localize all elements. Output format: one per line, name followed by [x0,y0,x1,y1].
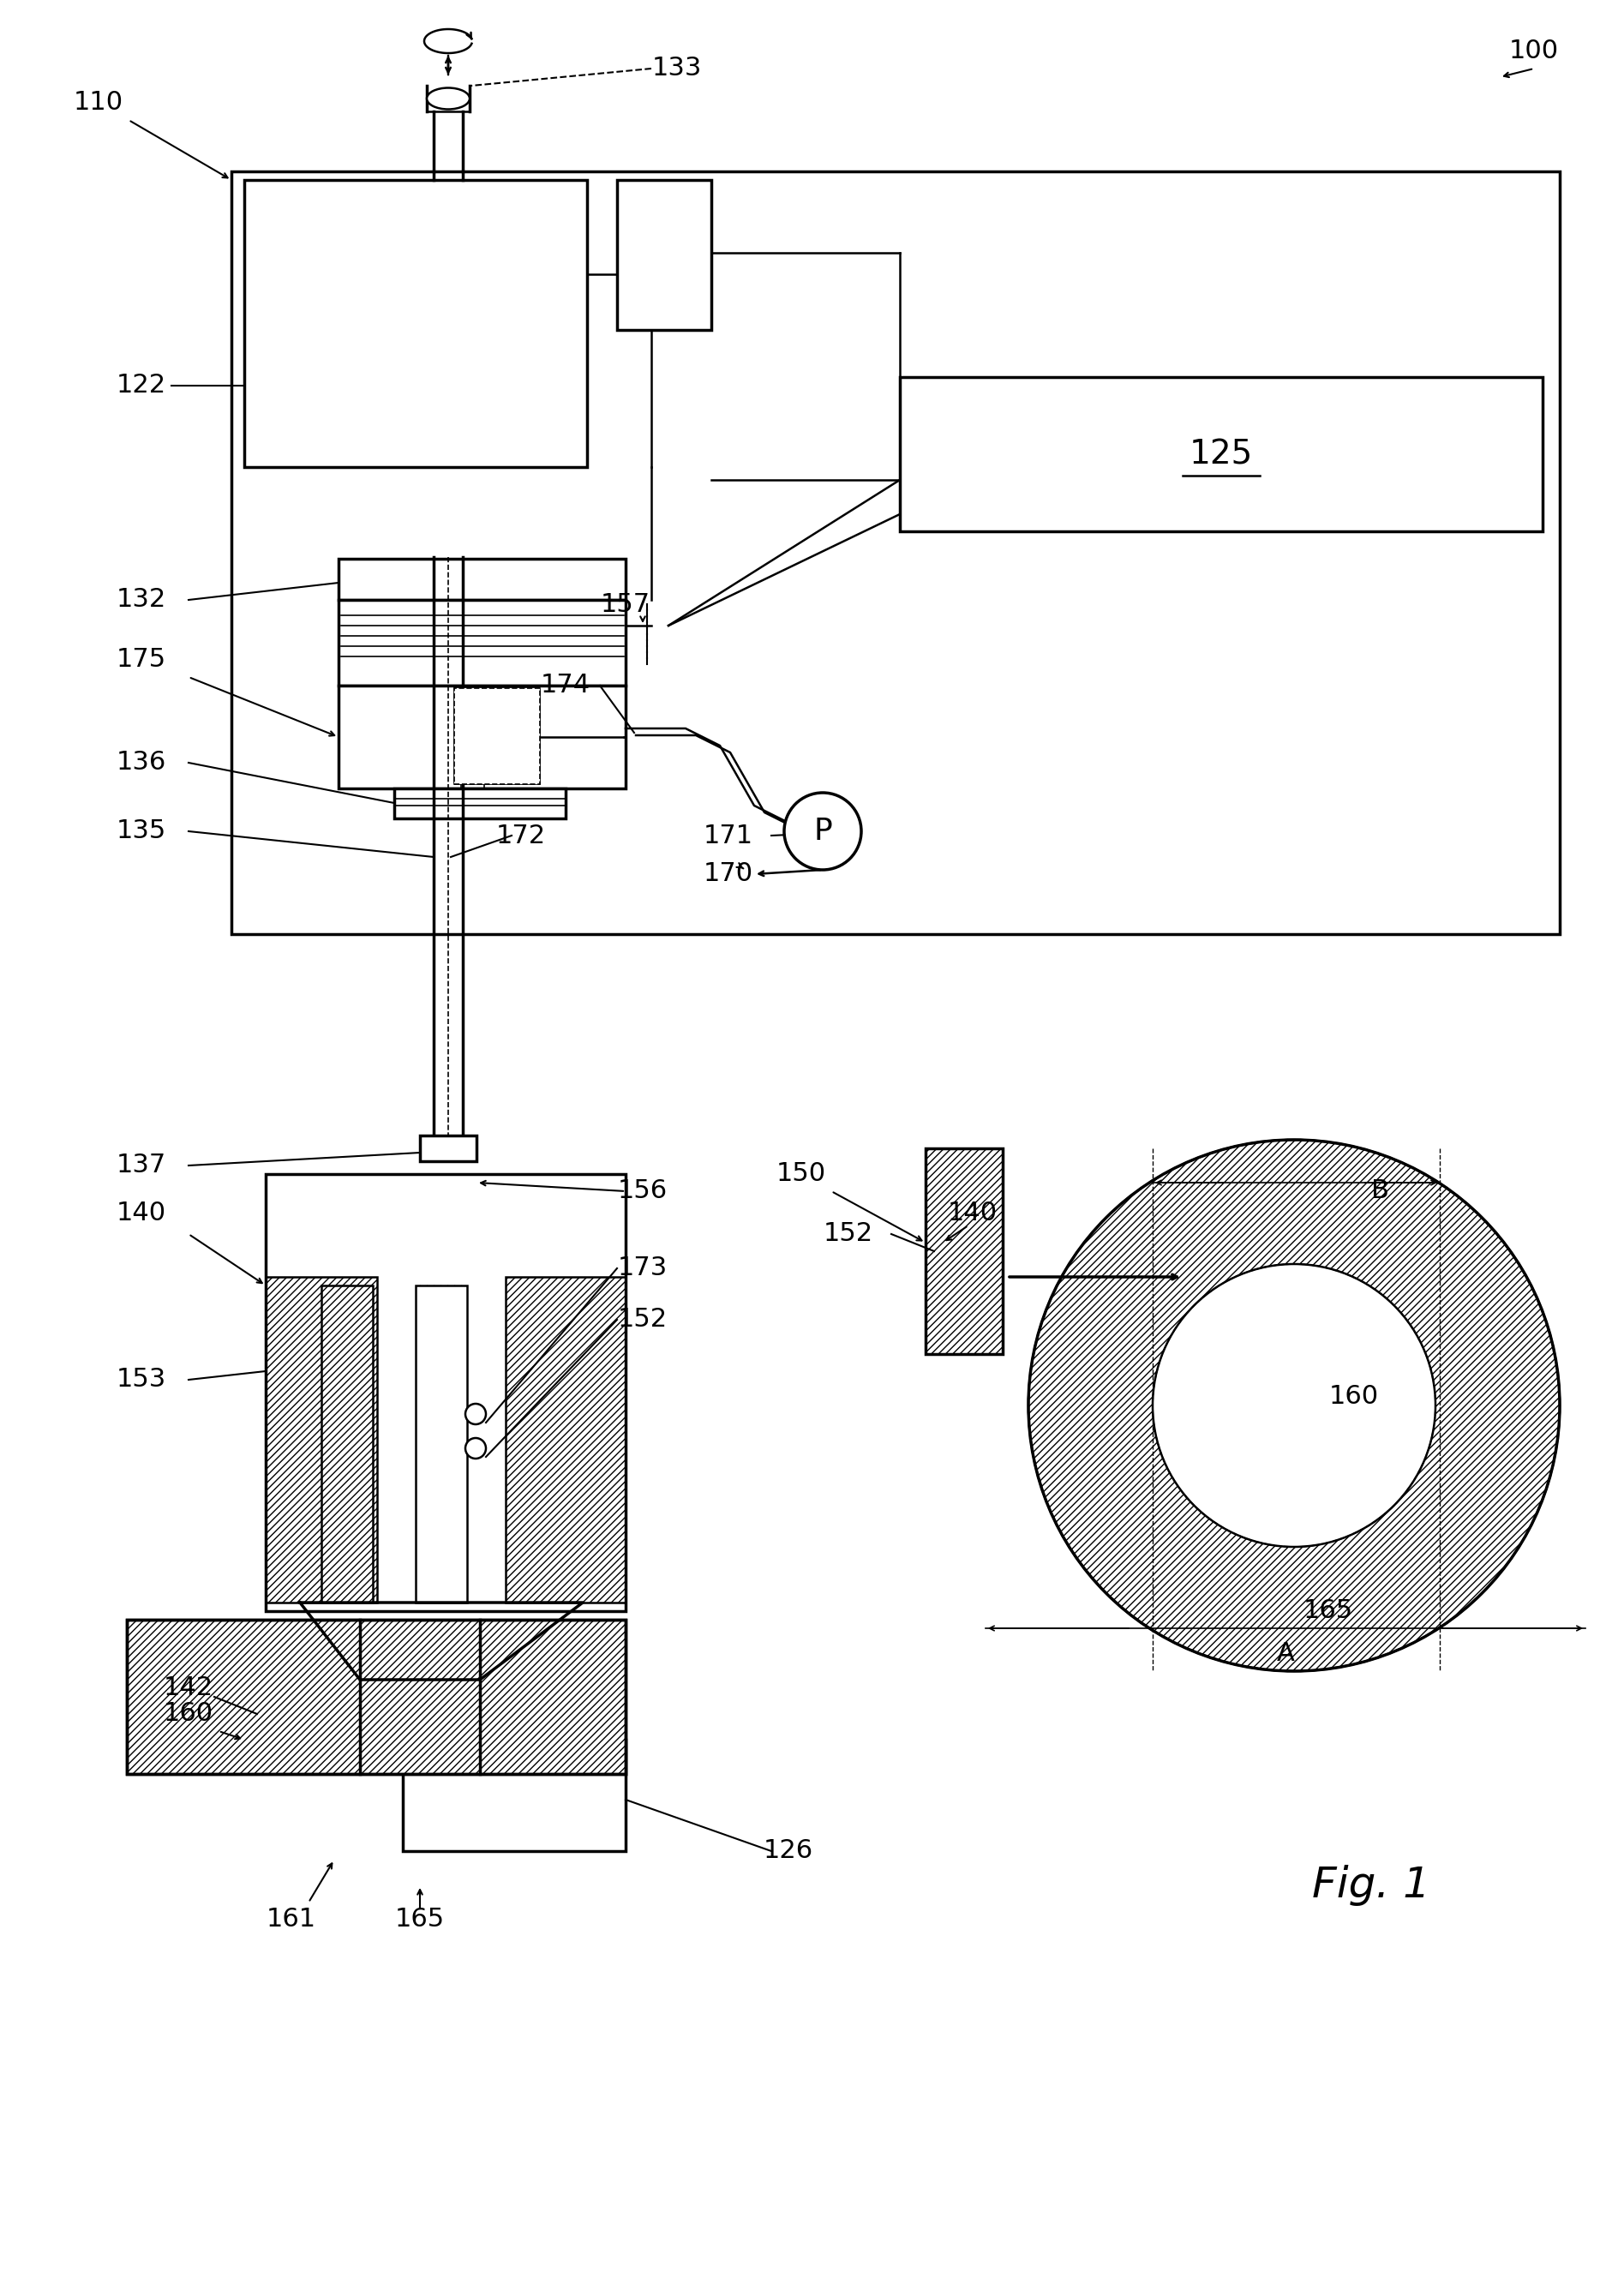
Text: 172: 172 [497,824,546,847]
Bar [338,600,625,685]
Bar [395,788,565,817]
Text: B: B [1371,1178,1389,1203]
Text: 100: 100 [1509,39,1559,64]
Bar [455,687,539,783]
Text: 152: 152 [823,1221,874,1247]
Ellipse shape [427,87,469,110]
Text: 173: 173 [617,1256,667,1281]
Bar [322,1285,374,1603]
Text: 140: 140 [948,1201,997,1226]
Text: 171: 171 [703,824,754,847]
Circle shape [1153,1265,1436,1548]
Bar [421,1135,476,1162]
Bar [266,1173,625,1612]
Text: 161: 161 [266,1906,317,1931]
Bar [231,171,1559,934]
Text: 165: 165 [1304,1598,1353,1623]
Bar [127,1619,625,1774]
Bar [416,1285,468,1603]
Bar [455,687,539,783]
Text: 133: 133 [651,57,702,80]
Text: 153: 153 [117,1368,166,1393]
Text: 150: 150 [776,1162,827,1187]
Bar [244,180,586,468]
Bar [900,377,1543,532]
Bar [505,1276,625,1603]
Bar [338,559,625,600]
Text: 140: 140 [117,1201,166,1226]
Text: 170: 170 [703,861,754,886]
Text: A: A [1276,1641,1294,1667]
Text: 137: 137 [117,1153,166,1178]
Text: 122: 122 [117,372,166,397]
Text: 142: 142 [164,1676,213,1701]
Text: P: P [814,817,831,845]
Text: 136: 136 [117,751,166,776]
Bar [266,1276,377,1603]
Text: 126: 126 [763,1838,814,1863]
Text: 165: 165 [395,1906,445,1931]
Text: 175: 175 [117,648,166,671]
Text: 125: 125 [1189,438,1254,470]
Bar [926,1148,1002,1354]
Text: 157: 157 [601,591,651,616]
Bar [926,1148,1002,1354]
Text: 110: 110 [73,91,123,114]
Circle shape [466,1404,486,1425]
Text: Fig. 1: Fig. 1 [1312,1865,1431,1906]
Text: 152: 152 [617,1308,667,1333]
Text: 132: 132 [117,587,166,612]
Text: 135: 135 [117,820,166,845]
Circle shape [466,1438,486,1459]
Text: 160: 160 [164,1701,213,1726]
Bar [338,685,625,788]
Bar [617,180,711,331]
Circle shape [784,792,861,870]
Bar [127,1619,625,1774]
Text: 156: 156 [617,1178,667,1203]
Text: 160: 160 [1328,1383,1379,1409]
Bar [403,1740,625,1852]
Text: 174: 174 [541,673,591,699]
